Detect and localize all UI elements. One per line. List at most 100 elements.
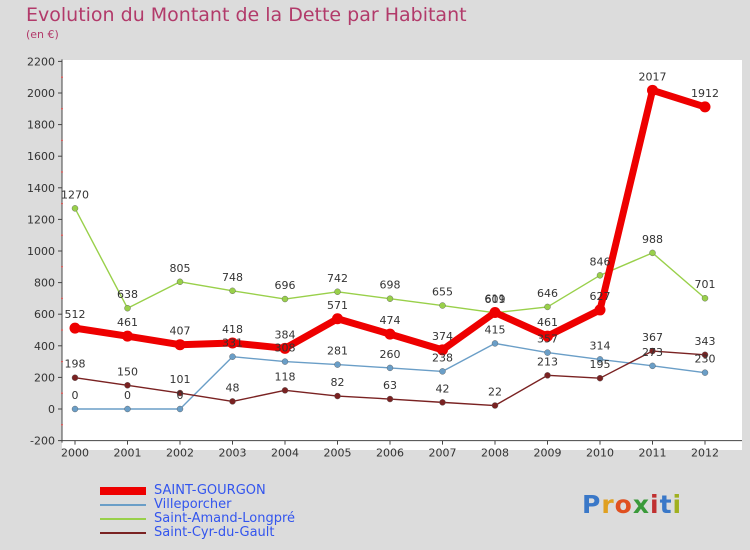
y-tick-label: -200 — [30, 435, 55, 448]
logo-letter: t — [659, 490, 673, 519]
data-point — [71, 405, 79, 413]
y-tick-label: 2200 — [27, 55, 55, 68]
y-minor-dot — [61, 360, 63, 363]
x-tick-label: 2002 — [166, 447, 194, 460]
data-label: 701 — [695, 278, 716, 291]
data-point — [176, 278, 184, 286]
x-tick-label: 2000 — [61, 447, 89, 460]
legend-label: SAINT-GOURGON — [154, 483, 266, 498]
data-point — [491, 402, 499, 409]
data-label: 461 — [117, 316, 138, 329]
x-tick-label: 2009 — [534, 447, 562, 460]
data-point — [439, 399, 446, 406]
x-tick-label: 2006 — [376, 447, 404, 460]
data-point — [542, 330, 553, 342]
y-minor-dot — [61, 107, 63, 110]
data-label: 571 — [327, 299, 348, 312]
x-tick-label: 2007 — [429, 447, 457, 460]
data-label: 1912 — [691, 87, 719, 100]
x-tick-label: 2012 — [691, 447, 719, 460]
data-label: 195 — [590, 358, 611, 371]
data-label: 698 — [380, 279, 401, 292]
y-tick-label: 2000 — [27, 87, 55, 100]
data-point — [227, 337, 238, 349]
data-label: 238 — [432, 351, 453, 364]
data-label: 1270 — [61, 188, 89, 201]
data-point — [437, 344, 448, 356]
data-label: 696 — [275, 279, 296, 292]
data-point — [701, 369, 709, 376]
logo-letter: r — [601, 490, 615, 519]
data-label: 748 — [222, 271, 243, 284]
y-minor-dot — [61, 76, 63, 79]
data-label: 655 — [432, 286, 453, 299]
legend-item: Saint-Amand-Longpré — [100, 512, 295, 526]
legend-swatch — [100, 532, 146, 534]
legend-item: Saint-Cyr-du-Gault — [100, 526, 295, 540]
legend-label: Saint-Amand-Longpré — [154, 511, 296, 526]
data-point — [334, 392, 341, 400]
data-point — [124, 382, 131, 389]
data-point — [334, 288, 341, 295]
data-label: 281 — [327, 345, 348, 358]
x-tick-label: 2004 — [271, 447, 299, 460]
y-tick-label: 1400 — [27, 182, 55, 195]
data-point — [544, 303, 551, 311]
data-label: 357 — [537, 333, 558, 346]
x-tick-label: 2008 — [481, 447, 509, 460]
data-label: 474 — [380, 314, 401, 327]
axes: -200020040060080010001200140016001800200… — [27, 55, 742, 460]
data-point — [332, 313, 343, 325]
y-minor-dot — [61, 234, 63, 237]
data-point — [701, 295, 709, 302]
data-label: 101 — [170, 373, 191, 386]
data-label: 846 — [590, 255, 611, 268]
data-label: 273 — [642, 346, 663, 359]
data-label: 646 — [537, 287, 558, 300]
data-point — [334, 361, 341, 368]
data-label: 48 — [226, 381, 240, 394]
chart-subtitle: (en €) — [26, 28, 59, 41]
data-point — [281, 387, 289, 394]
data-point — [647, 84, 658, 96]
x-tick-label: 2011 — [639, 447, 667, 460]
data-label: 0 — [177, 389, 184, 402]
data-point — [279, 342, 291, 354]
y-tick-label: 200 — [34, 371, 55, 384]
legend-swatch — [100, 504, 146, 506]
data-label: 988 — [642, 233, 663, 246]
y-tick-label: 0 — [48, 403, 55, 416]
data-point — [386, 364, 394, 372]
plot-area — [62, 60, 742, 450]
data-label: 367 — [642, 331, 663, 344]
data-point — [649, 249, 656, 257]
x-tick-label: 2003 — [219, 447, 247, 460]
chart-title: Evolution du Montant de la Dette par Hab… — [26, 4, 467, 26]
data-point — [594, 304, 606, 316]
data-label: 230 — [695, 353, 716, 366]
data-label: 415 — [485, 323, 506, 336]
data-point — [649, 347, 656, 355]
data-label: 609 — [485, 293, 506, 306]
proxiti-logo: Proxiti — [582, 490, 682, 519]
data-label: 213 — [537, 355, 558, 368]
data-point — [124, 304, 131, 312]
data-label: 461 — [537, 316, 558, 329]
data-label: 512 — [65, 308, 86, 321]
data-label: 0 — [124, 389, 131, 402]
y-minor-dot — [61, 423, 63, 426]
data-label: 638 — [117, 288, 138, 301]
y-tick-label: 400 — [34, 340, 55, 353]
data-point — [596, 356, 604, 363]
data-point — [386, 395, 394, 403]
legend-swatch — [100, 518, 146, 520]
logo-letter: i — [650, 490, 660, 519]
y-tick-label: 600 — [34, 308, 55, 321]
y-tick-label: 800 — [34, 277, 55, 290]
y-tick-label: 1000 — [27, 245, 55, 258]
data-point — [384, 328, 396, 340]
data-label: 627 — [590, 290, 611, 303]
data-label: 308 — [275, 342, 296, 355]
